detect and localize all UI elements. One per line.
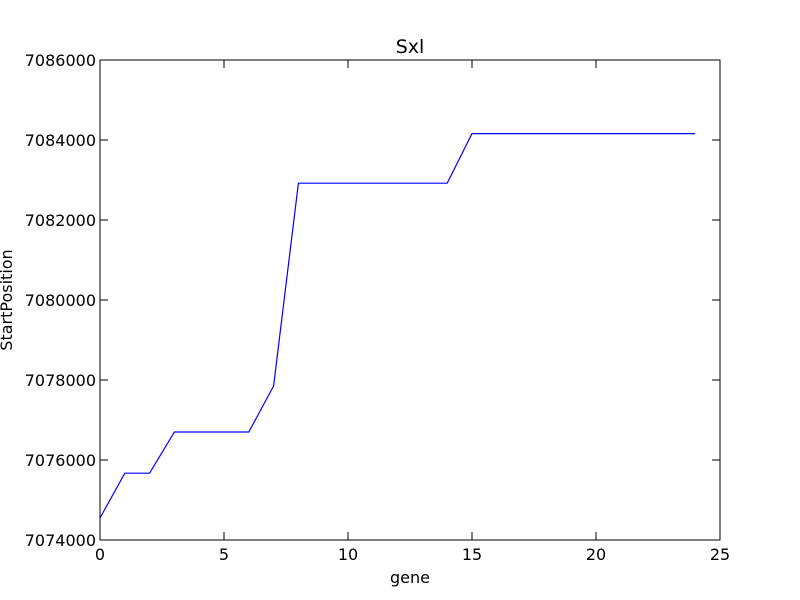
- x-tick-label: 15: [462, 545, 482, 564]
- y-tick-label: 7082000: [25, 211, 96, 230]
- x-axis: 0 5 10 15 20 25: [95, 60, 730, 564]
- x-tick-label: 10: [338, 545, 358, 564]
- plot-frame: [99, 59, 721, 541]
- chart-title: Sxl: [396, 36, 425, 58]
- y-axis-label: StartPosition: [0, 249, 16, 350]
- x-axis-label: gene: [390, 568, 430, 587]
- plot-area: [100, 60, 720, 540]
- y-tick-label: 7086000: [25, 51, 96, 70]
- y-tick-label: 7078000: [25, 371, 96, 390]
- x-tick-label: 25: [710, 545, 730, 564]
- y-tick-label: 7084000: [25, 131, 96, 150]
- x-tick-label: 0: [95, 545, 105, 564]
- y-tick-label: 7080000: [25, 291, 96, 310]
- y-axis: 7074000 7076000 7078000 7080000 7082000 70840…: [25, 51, 720, 550]
- y-tick-label: 7076000: [25, 451, 96, 470]
- x-tick-label: 20: [586, 545, 606, 564]
- series-line-0: [99, 133, 696, 519]
- series-layer: [99, 133, 696, 519]
- x-tick-label: 5: [219, 545, 229, 564]
- y-tick-label: 7074000: [25, 531, 96, 550]
